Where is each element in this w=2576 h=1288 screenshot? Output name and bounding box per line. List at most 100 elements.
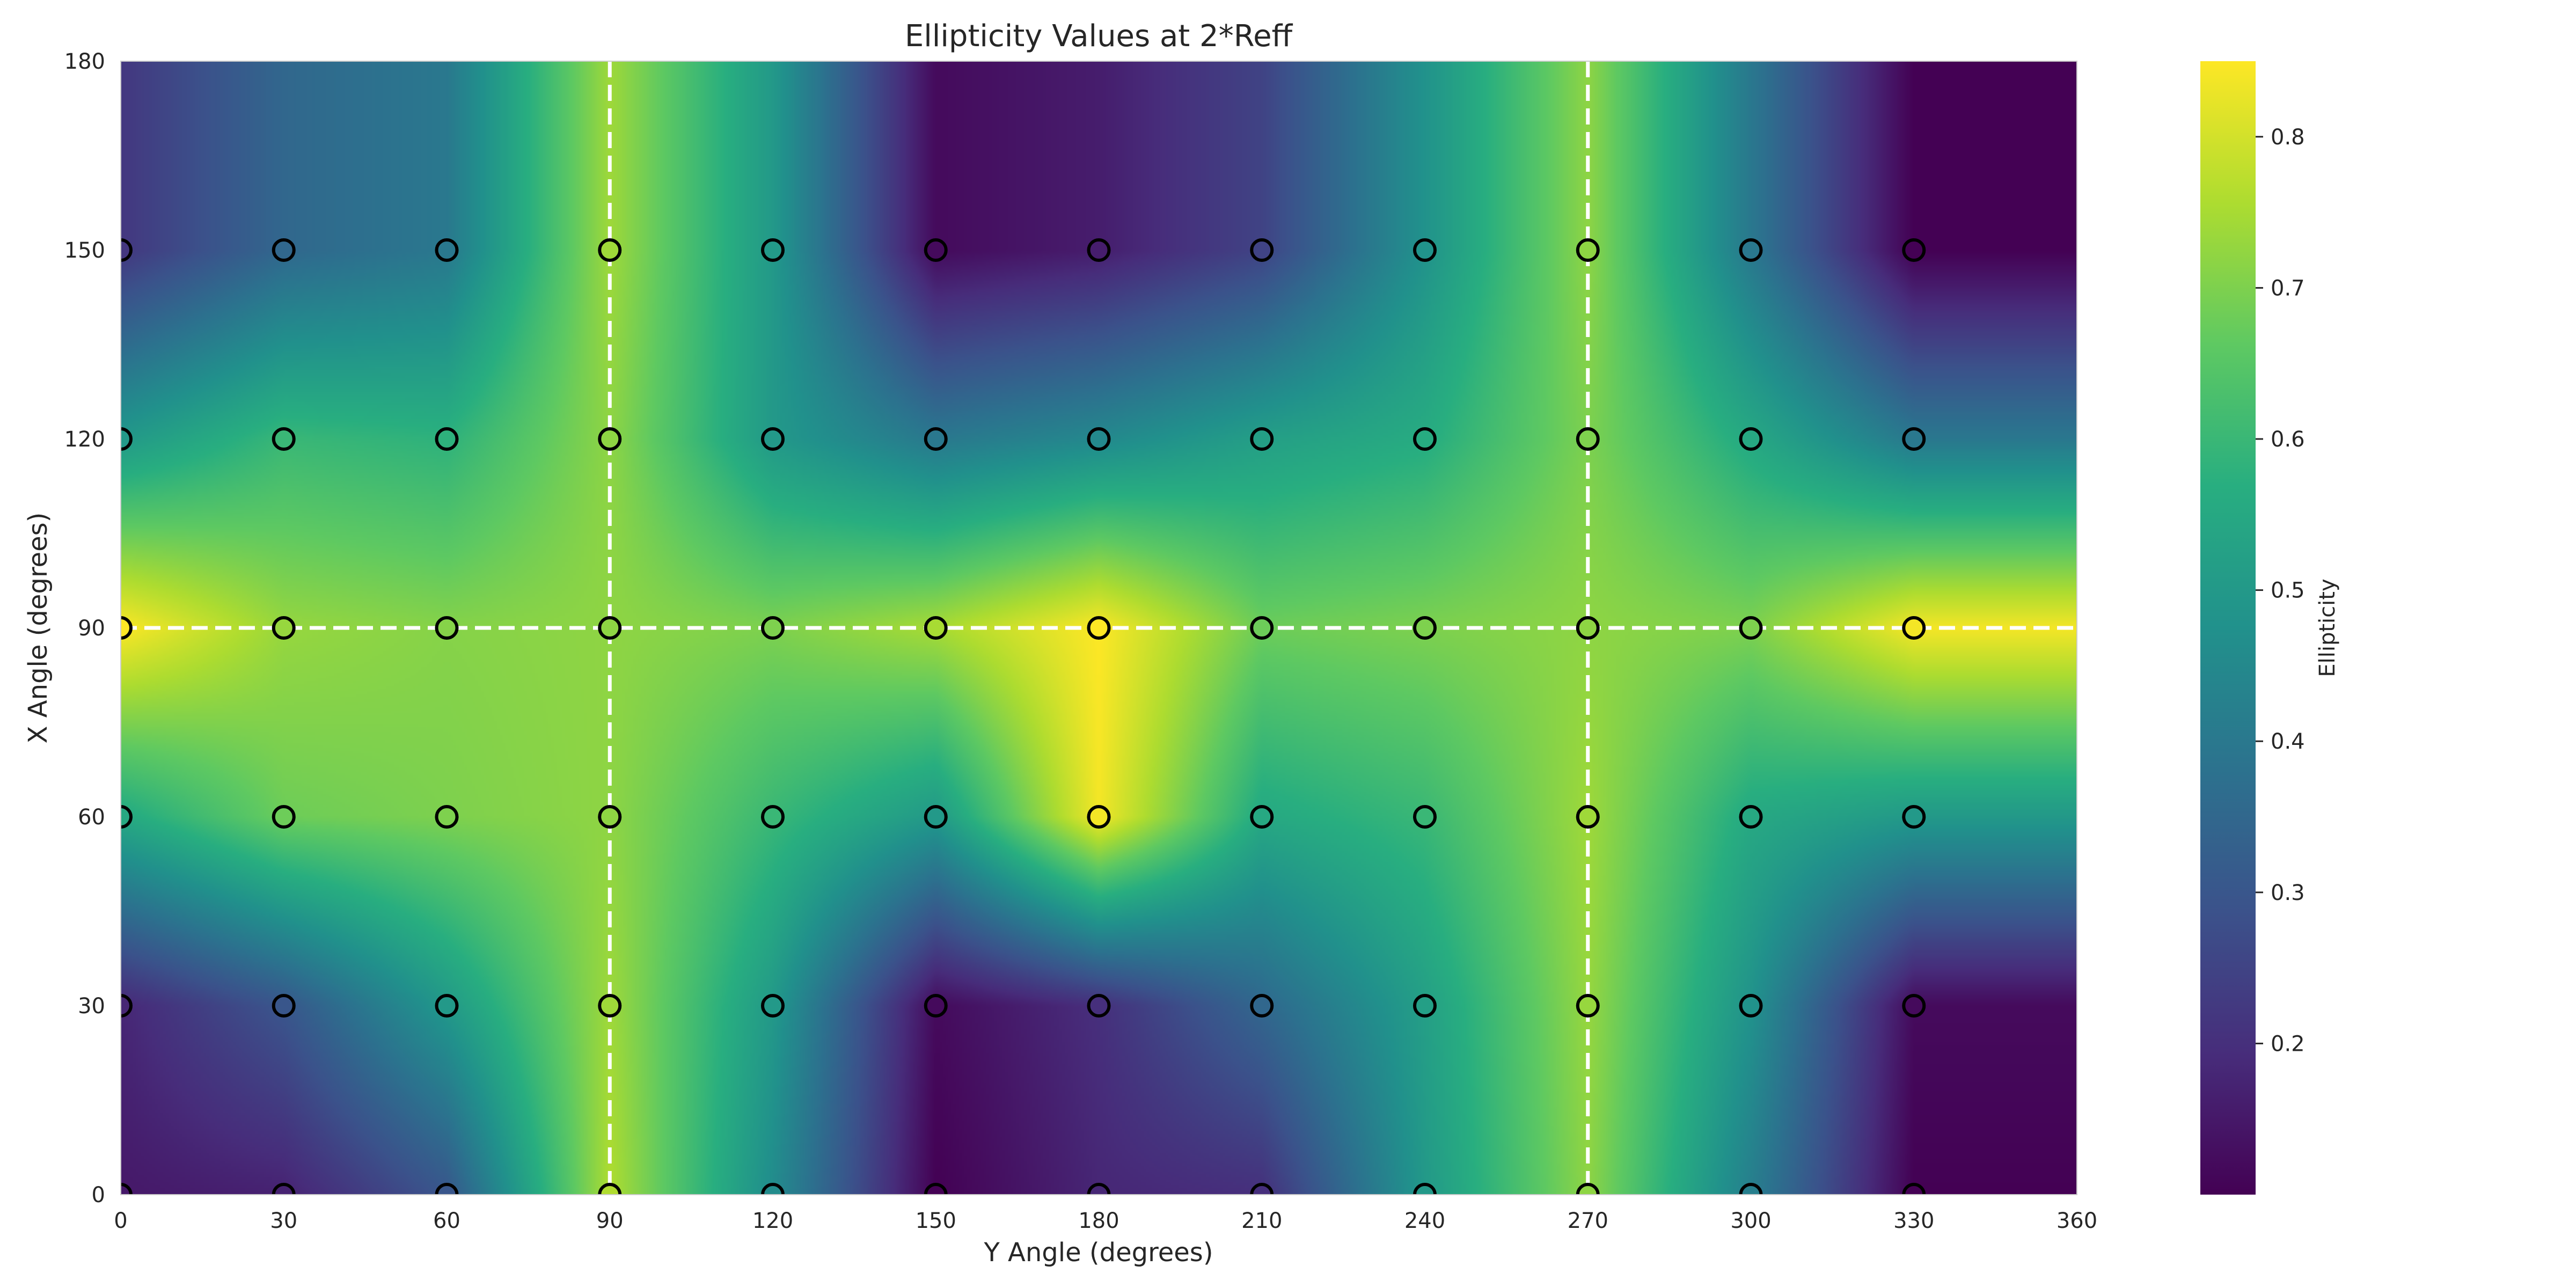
data-point (1902, 616, 1926, 640)
data-point (121, 616, 133, 640)
data-point (1413, 427, 1437, 451)
data-point (1413, 238, 1437, 262)
data-point (435, 427, 459, 451)
colorbar-label: Ellipticity (2315, 579, 2340, 677)
x-tick-label: 360 (2057, 1209, 2097, 1233)
data-point (1902, 805, 1926, 829)
data-point (1739, 238, 1763, 262)
data-point (272, 805, 296, 829)
data-point (435, 994, 459, 1018)
x-tick-label: 0 (114, 1209, 127, 1233)
x-tick-label: 30 (270, 1209, 297, 1233)
colorbar-ticks: 0.2 0.3 0.4 0.5 0.6 0.7 0.8 (2256, 125, 2305, 1056)
x-tick-label: 90 (596, 1209, 624, 1233)
y-tick-label: 120 (64, 427, 105, 452)
grid-markers (121, 238, 1926, 1195)
data-point (1250, 994, 1274, 1018)
data-point (1576, 805, 1600, 829)
data-point (1902, 994, 1926, 1018)
data-point (1739, 427, 1763, 451)
y-tick-label: 0 (92, 1183, 105, 1208)
data-point (924, 238, 948, 262)
data-point (761, 994, 785, 1018)
data-point (1413, 994, 1437, 1018)
y-tick-label: 150 (64, 238, 105, 263)
x-tick-label: 270 (1568, 1209, 1608, 1233)
data-point (1576, 427, 1600, 451)
y-tick-label: 90 (78, 616, 105, 641)
data-point (761, 805, 785, 829)
data-point (272, 616, 296, 640)
x-tick-label: 60 (433, 1209, 460, 1233)
colorbar-tick-label: 0.2 (2271, 1031, 2305, 1056)
colorbar-tick-label: 0.8 (2271, 125, 2305, 150)
data-point (1902, 427, 1926, 451)
data-point (1739, 616, 1763, 640)
data-point (761, 427, 785, 451)
data-point (121, 805, 133, 829)
data-point (1739, 805, 1763, 829)
x-tick-label: 180 (1078, 1209, 1119, 1233)
data-point (121, 427, 133, 451)
data-point (924, 994, 948, 1018)
colorbar-tick-label: 0.3 (2271, 881, 2305, 905)
x-tick-label: 300 (1730, 1209, 1771, 1233)
data-point (761, 616, 785, 640)
data-point (121, 238, 133, 262)
data-point (1902, 1183, 1926, 1195)
data-point (121, 994, 133, 1018)
y-tick-label: 60 (78, 805, 105, 830)
data-point (1250, 1183, 1274, 1195)
data-point (1739, 1183, 1763, 1195)
chart-title: Ellipticity Values at 2*Reff (905, 19, 1293, 54)
data-point (1250, 805, 1274, 829)
data-point (598, 805, 622, 829)
colorbar (2200, 61, 2256, 1195)
data-point (924, 805, 948, 829)
data-point (272, 238, 296, 262)
data-point (761, 1183, 785, 1195)
y-axis-ticks: 0 30 60 90 120 150 180 (64, 49, 105, 1208)
data-point (598, 238, 622, 262)
data-point (272, 994, 296, 1018)
data-point (435, 805, 459, 829)
data-point (1087, 805, 1111, 829)
x-tick-label: 150 (916, 1209, 956, 1233)
data-point (121, 1183, 133, 1195)
plot-frame (120, 61, 2077, 1195)
colorbar-tick-label: 0.4 (2271, 729, 2305, 754)
data-point (272, 1183, 296, 1195)
data-point (761, 238, 785, 262)
data-point (924, 616, 948, 640)
x-tick-label: 240 (1404, 1209, 1445, 1233)
data-point (1576, 994, 1600, 1018)
colorbar-tick-label: 0.6 (2271, 427, 2305, 452)
data-point (598, 616, 622, 640)
x-tick-label: 330 (1893, 1209, 1934, 1233)
data-point (435, 1183, 459, 1195)
y-tick-label: 180 (64, 49, 105, 74)
data-point (272, 427, 296, 451)
data-point (1739, 994, 1763, 1018)
x-axis-label: Y Angle (degrees) (983, 1238, 1213, 1268)
data-point (924, 1183, 948, 1195)
data-point (1087, 616, 1111, 640)
data-point (1250, 238, 1274, 262)
data-point (598, 427, 622, 451)
x-axis-ticks: 0 30 60 90 120 150 180 210 240 270 300 330 360 (114, 1209, 2097, 1233)
data-point (1087, 427, 1111, 451)
data-point (1087, 994, 1111, 1018)
data-point (1902, 238, 1926, 262)
data-point (1576, 1183, 1600, 1195)
data-point (1250, 616, 1274, 640)
colorbar-tick-label: 0.5 (2271, 579, 2305, 603)
data-point (924, 427, 948, 451)
y-tick-label: 30 (78, 994, 105, 1019)
data-point (1250, 427, 1274, 451)
colorbar-tick-label: 0.7 (2271, 276, 2305, 301)
data-point (598, 994, 622, 1018)
data-point (1087, 238, 1111, 262)
x-tick-label: 120 (752, 1209, 793, 1233)
x-tick-label: 210 (1241, 1209, 1282, 1233)
